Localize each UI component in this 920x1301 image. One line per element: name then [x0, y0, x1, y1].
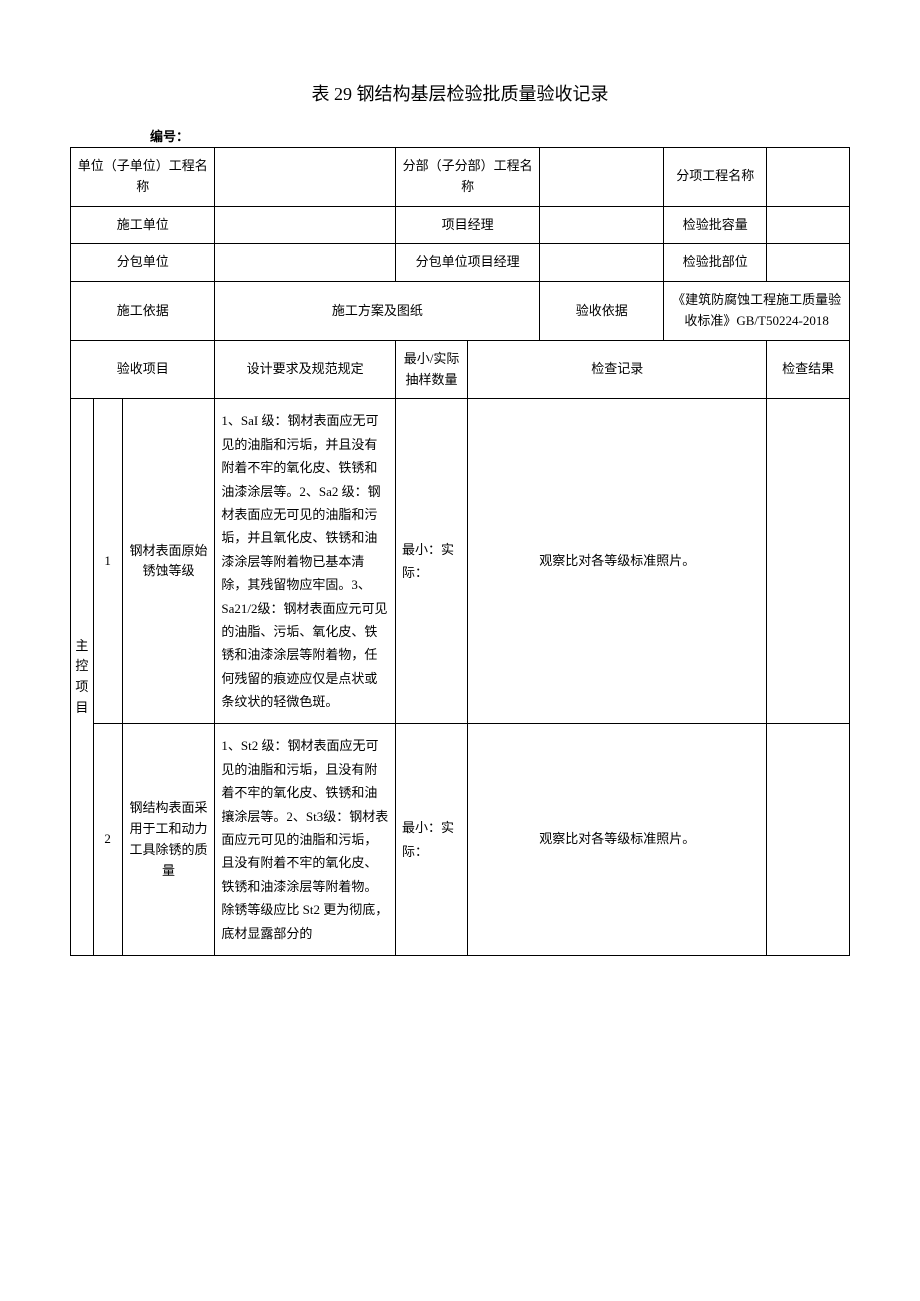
serial-number-label: 编号： — [150, 126, 850, 145]
label-batch-location: 检验批部位 — [664, 244, 767, 282]
item-no: 1 — [93, 399, 122, 724]
document-title: 表 29 钢结构基层检验批质量验收记录 — [70, 80, 850, 106]
label-accept-basis: 验收依据 — [540, 282, 664, 341]
value-project-manager — [540, 206, 664, 244]
item-record: 观察比对各等级标准照片。 — [468, 399, 767, 724]
item-name: 钢结构表面采用于工和动力工具除锈的质量 — [122, 724, 215, 956]
col-check-result: 检查结果 — [767, 340, 850, 399]
value-construction-unit — [215, 206, 396, 244]
table-row: 2 钢结构表面采用于工和动力工具除锈的质量 1、St2 级：钢材表面应无可见的油… — [71, 724, 850, 956]
value-batch-location — [767, 244, 850, 282]
label-basis: 施工依据 — [71, 282, 215, 341]
table-header-row: 验收项目 设计要求及规范规定 最小/实际抽样数量 检查记录 检查结果 — [71, 340, 850, 399]
item-name: 钢材表面原始锈蚀等级 — [122, 399, 215, 724]
label-batch-capacity: 检验批容量 — [664, 206, 767, 244]
label-project-manager: 项目经理 — [395, 206, 539, 244]
table-row: 分包单位 分包单位项目经理 检验批部位 — [71, 244, 850, 282]
value-sub-project — [540, 148, 664, 207]
value-unit-project — [215, 148, 396, 207]
label-sub-project: 分部（子分部）工程名称 — [395, 148, 539, 207]
col-sample-qty: 最小/实际抽样数量 — [395, 340, 467, 399]
inspection-table: 单位（子单位）工程名称 分部（子分部）工程名称 分项工程名称 施工单位 项目经理… — [70, 147, 850, 956]
item-qty: 最小：实际： — [395, 724, 467, 956]
table-row: 施工依据 施工方案及图纸 验收依据 《建筑防腐蚀工程施工质量验收标准》GB/T5… — [71, 282, 850, 341]
col-accept-item: 验收项目 — [71, 340, 215, 399]
item-result — [767, 399, 850, 724]
value-item-project — [767, 148, 850, 207]
value-batch-capacity — [767, 206, 850, 244]
item-req: 1、St2 级：钢材表面应无可见的油脂和污垢，且没有附着不牢的氧化皮、铁锈和油攘… — [215, 724, 396, 956]
value-subcontractor — [215, 244, 396, 282]
label-subcontractor: 分包单位 — [71, 244, 215, 282]
value-accept-basis: 《建筑防腐蚀工程施工质量验收标准》GB/T50224-2018 — [664, 282, 850, 341]
table-row: 单位（子单位）工程名称 分部（子分部）工程名称 分项工程名称 — [71, 148, 850, 207]
main-category-label: 主控项目 — [71, 399, 94, 956]
col-check-record: 检查记录 — [468, 340, 767, 399]
col-design-req: 设计要求及规范规定 — [215, 340, 396, 399]
item-no: 2 — [93, 724, 122, 956]
value-basis: 施工方案及图纸 — [215, 282, 540, 341]
label-unit-project: 单位（子单位）工程名称 — [71, 148, 215, 207]
item-req: 1、SaI 级：钢材表面应无可见的油脂和污垢，并且没有附着不牢的氧化皮、铁锈和油… — [215, 399, 396, 724]
table-row: 施工单位 项目经理 检验批容量 — [71, 206, 850, 244]
item-qty: 最小：实际： — [395, 399, 467, 724]
item-record: 观察比对各等级标准照片。 — [468, 724, 767, 956]
table-row: 主控项目 1 钢材表面原始锈蚀等级 1、SaI 级：钢材表面应无可见的油脂和污垢… — [71, 399, 850, 724]
item-result — [767, 724, 850, 956]
label-sub-pm: 分包单位项目经理 — [395, 244, 539, 282]
value-sub-pm — [540, 244, 664, 282]
label-construction-unit: 施工单位 — [71, 206, 215, 244]
label-item-project: 分项工程名称 — [664, 148, 767, 207]
